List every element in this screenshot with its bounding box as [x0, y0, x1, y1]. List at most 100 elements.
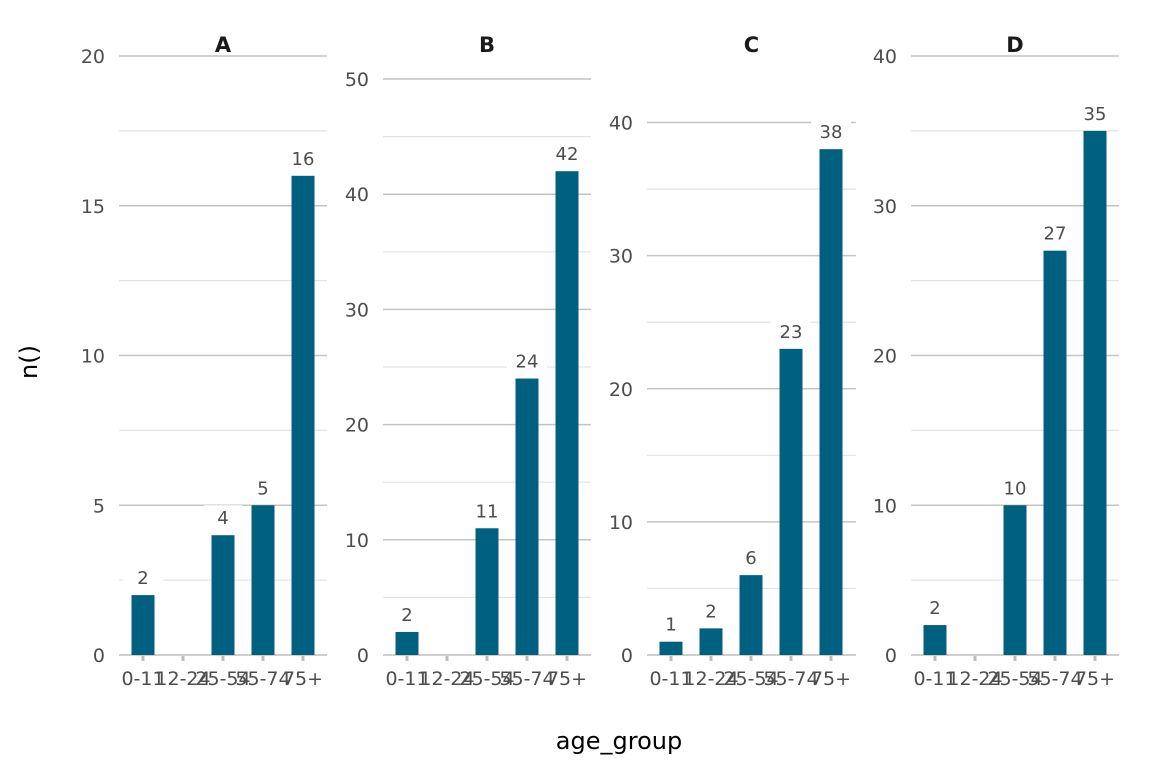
- x-tick-label: 0-11: [913, 668, 956, 690]
- x-tick-label: 25-54: [195, 668, 250, 690]
- data-label-bg: [387, 601, 427, 626]
- x-tick-label: 55-74: [1027, 668, 1082, 690]
- data-label-bg: [203, 505, 243, 530]
- data-label-bg: [731, 545, 771, 570]
- y-tick-label: 40: [609, 113, 633, 135]
- x-axis-title: age_group: [556, 727, 682, 755]
- facet-title: C: [744, 33, 759, 57]
- y-tick-label: 20: [345, 415, 369, 437]
- y-axis-title: n(): [15, 345, 43, 379]
- y-tick-label: 40: [345, 184, 369, 206]
- data-label: 2: [401, 605, 412, 626]
- data-label: 38: [820, 122, 843, 143]
- x-tick-label: 55-74: [499, 668, 554, 690]
- bar: [779, 348, 803, 655]
- data-label-bg: [467, 498, 507, 523]
- data-label-bg: [995, 475, 1035, 500]
- x-tick-label: 25-54: [723, 668, 778, 690]
- y-tick-label: 5: [93, 495, 105, 517]
- data-label-bg: [771, 318, 811, 343]
- x-tick-label: 0-11: [385, 668, 428, 690]
- bar: [291, 175, 315, 656]
- x-tick-label: 25-54: [987, 668, 1042, 690]
- data-label-bg: [123, 565, 163, 590]
- x-tick-label: 12-24: [155, 668, 210, 690]
- facet-title: D: [1006, 33, 1023, 57]
- y-tick-label: 20: [609, 379, 633, 401]
- data-label: 1: [665, 615, 676, 636]
- data-label-bg: [283, 145, 323, 170]
- bar: [395, 631, 419, 655]
- y-tick-label: 30: [345, 299, 369, 321]
- data-label-bg: [651, 611, 691, 636]
- y-tick-label: 30: [609, 246, 633, 268]
- data-label: 10: [1004, 478, 1027, 499]
- data-label-bg: [1075, 100, 1115, 125]
- bar: [131, 595, 155, 655]
- y-tick-label: 10: [81, 346, 105, 368]
- y-tick-label: 50: [345, 69, 369, 91]
- data-label: 27: [1044, 224, 1067, 245]
- facet-title: B: [479, 33, 495, 57]
- x-tick-label: 75+: [283, 668, 323, 690]
- data-label-bg: [811, 119, 851, 144]
- bar: [475, 528, 499, 655]
- y-tick-label: 10: [873, 495, 897, 517]
- data-label: 5: [257, 478, 268, 499]
- data-label: 11: [476, 501, 499, 522]
- bar: [211, 535, 235, 655]
- x-tick-label: 12-24: [419, 668, 474, 690]
- bar: [819, 149, 843, 655]
- data-label: 4: [217, 508, 228, 529]
- data-label: 2: [929, 598, 940, 619]
- bar: [251, 505, 275, 655]
- bar: [1003, 505, 1027, 655]
- y-tick-label: 40: [873, 46, 897, 68]
- data-label-bg: [507, 348, 547, 373]
- facet-title: A: [215, 33, 232, 57]
- bar: [699, 628, 723, 655]
- data-label: 6: [745, 548, 756, 569]
- x-tick-label: 55-74: [235, 668, 290, 690]
- x-tick-label: 0-11: [121, 668, 164, 690]
- y-tick-label: 0: [357, 645, 369, 667]
- data-label: 23: [780, 322, 803, 343]
- y-tick-label: 10: [609, 512, 633, 534]
- data-label: 2: [705, 601, 716, 622]
- y-tick-label: 20: [81, 46, 105, 68]
- x-tick-label: 75+: [547, 668, 587, 690]
- y-tick-label: 30: [873, 196, 897, 218]
- data-label-bg: [547, 141, 587, 166]
- x-tick-label: 75+: [811, 668, 851, 690]
- data-label-bg: [915, 595, 955, 620]
- bar: [1043, 250, 1067, 656]
- data-label-bg: [1035, 220, 1075, 245]
- x-tick-label: 25-54: [459, 668, 514, 690]
- data-label: 2: [137, 568, 148, 589]
- y-tick-label: 10: [345, 530, 369, 552]
- y-tick-label: 0: [93, 645, 105, 667]
- facet-panel-c: 0 10 20 30 40 C 0-11 1 12-24 2 25-54 6 55-74 23 75+ 38: [609, 33, 856, 690]
- bar: [555, 171, 579, 655]
- x-tick-label: 0-11: [649, 668, 692, 690]
- bar: [1083, 130, 1107, 655]
- x-tick-label: 75+: [1075, 668, 1115, 690]
- y-tick-label: 20: [873, 346, 897, 368]
- x-tick-label: 12-24: [683, 668, 738, 690]
- y-tick-label: 15: [81, 196, 105, 218]
- x-tick-label: 55-74: [763, 668, 818, 690]
- data-label: 35: [1084, 104, 1107, 125]
- y-tick-label: 0: [885, 645, 897, 667]
- bar: [739, 575, 763, 655]
- data-label: 16: [292, 149, 315, 170]
- bar: [659, 641, 683, 655]
- data-label: 24: [516, 352, 539, 373]
- data-label-bg: [691, 598, 731, 623]
- bar: [923, 625, 947, 655]
- x-tick-label: 12-24: [947, 668, 1002, 690]
- data-label: 42: [556, 144, 579, 165]
- y-tick-label: 0: [621, 645, 633, 667]
